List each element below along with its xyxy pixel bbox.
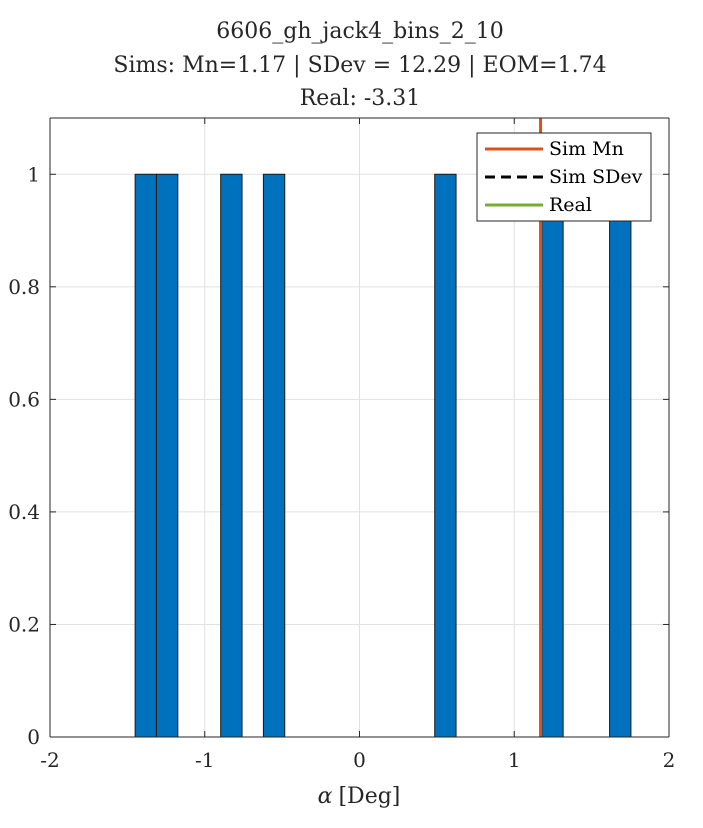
histogram-bar — [434, 173, 457, 738]
chart-title: 6606_gh_jack4_bins_2_10 Sims: Mn=1.17 | … — [113, 19, 606, 111]
title-line-2: Sims: Mn=1.17 | SDev = 12.29 | EOM=1.74 — [113, 53, 606, 78]
x-tick-label: 2 — [663, 748, 676, 772]
histogram-bar — [541, 173, 564, 738]
y-tick-label: 0.6 — [8, 387, 40, 411]
x-axis-label: α [Deg] — [318, 784, 401, 809]
histogram-bars — [134, 173, 632, 738]
y-tick-label: 0.4 — [8, 500, 40, 524]
x-tick-label: -2 — [40, 748, 59, 772]
legend-label: Sim Mn — [549, 138, 624, 160]
y-tick-label: 0 — [27, 725, 40, 749]
histogram-bar — [155, 173, 179, 738]
title-line-1: 6606_gh_jack4_bins_2_10 — [216, 19, 503, 44]
axes — [49, 117, 670, 738]
histogram-bar — [134, 173, 157, 738]
x-tick-label: 0 — [353, 748, 366, 772]
x-tick-labels: -2 -1 0 1 2 — [40, 748, 675, 772]
x-tick-label: -1 — [195, 748, 214, 772]
title-line-3: Real: -3.31 — [300, 86, 421, 111]
legend-label: Sim SDev — [549, 166, 643, 188]
y-tick-label: 1 — [27, 162, 40, 186]
legend: Sim Mn Sim SDev Real — [476, 132, 652, 222]
histogram-bar — [609, 173, 632, 738]
x-axis-label-symbol: α — [318, 784, 333, 809]
y-tick-labels: 0 0.2 0.4 0.6 0.8 1 — [8, 162, 40, 749]
y-tick-label: 0.2 — [8, 612, 40, 636]
histogram-bar — [220, 173, 243, 738]
y-tick-label: 0.8 — [8, 275, 40, 299]
x-axis-label-text: [Deg] — [338, 784, 400, 809]
legend-label: Real — [549, 194, 592, 216]
histogram-bar — [262, 173, 286, 738]
x-tick-label: 1 — [508, 748, 521, 772]
